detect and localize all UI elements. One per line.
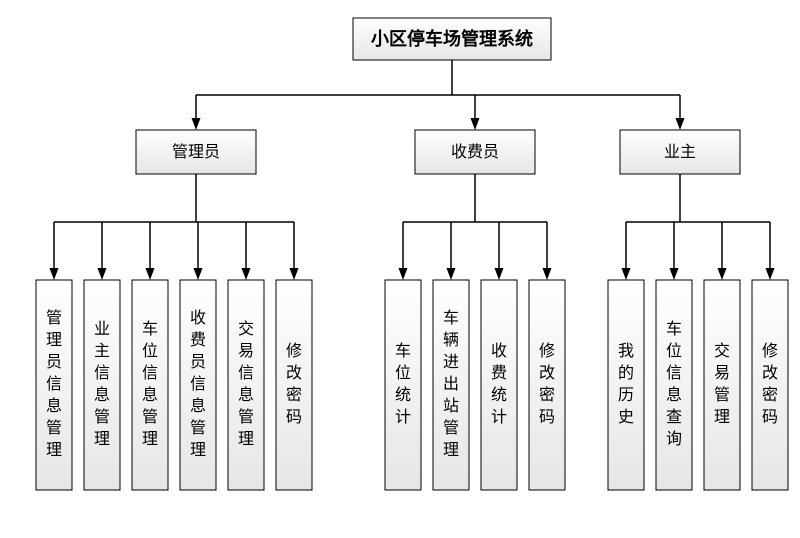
- leaf-toll-3: [529, 280, 565, 490]
- leaf-admin-3-char-6: 理: [190, 442, 206, 459]
- leaf-toll-1-char-4: 站: [443, 397, 459, 415]
- leaf-owner-1-char-5: 询: [666, 430, 682, 448]
- leaf-owner-1-char-4: 查: [666, 408, 682, 426]
- leaf-toll-0-char-2: 统: [395, 386, 411, 404]
- leaf-admin-1-char-1: 主: [94, 342, 110, 360]
- leaf-admin-0-char-0: 管: [46, 309, 62, 327]
- leaf-toll-3-char-0: 修: [539, 342, 555, 360]
- level2-owner-label: 业主: [664, 143, 696, 161]
- leaf-toll-0-char-3: 计: [395, 408, 411, 426]
- leaf-admin-5: [276, 280, 312, 490]
- leaf-admin-1: [84, 280, 120, 490]
- leaf-admin-4-char-1: 易: [238, 343, 254, 360]
- leaf-admin-2-char-3: 息: [142, 386, 158, 404]
- leaf-toll-2-char-3: 计: [491, 408, 507, 426]
- leaf-admin-1-char-4: 管: [94, 408, 110, 426]
- leaf-admin-1-char-5: 理: [94, 431, 110, 448]
- leaf-toll-3-char-2: 密: [539, 386, 555, 404]
- leaf-admin-0-char-6: 理: [46, 442, 62, 459]
- leaf-admin-3-char-1: 费: [190, 331, 206, 349]
- leaf-toll-3-char-3: 码: [539, 408, 555, 426]
- leaf-owner-3-char-2: 密: [762, 386, 778, 404]
- leaf-owner-2: [704, 280, 740, 490]
- leaf-toll-1-char-5: 管: [443, 419, 459, 437]
- leaf-admin-4-char-4: 管: [238, 408, 254, 426]
- leaf-toll-1-char-3: 出: [443, 375, 459, 393]
- leaf-toll-0: [385, 280, 421, 490]
- leaf-admin-3-char-5: 管: [190, 419, 206, 437]
- leaf-admin-0-char-5: 管: [46, 419, 62, 437]
- leaf-toll-1-char-6: 理: [443, 442, 459, 459]
- leaf-admin-3-char-0: 收: [190, 309, 206, 327]
- leaf-owner-0-char-0: 我: [618, 342, 634, 360]
- leaf-admin-5-char-0: 修: [286, 342, 302, 360]
- leaf-owner-1-char-0: 车: [666, 320, 682, 338]
- leaf-owner-1: [656, 280, 692, 490]
- leaf-toll-2-char-0: 收: [491, 342, 507, 360]
- leaf-admin-5-char-2: 密: [286, 386, 302, 404]
- leaf-owner-3-char-0: 修: [762, 342, 778, 360]
- leaf-owner-2-char-2: 管: [714, 386, 730, 404]
- leaf-toll-2: [481, 280, 517, 490]
- leaf-toll-1-char-0: 车: [443, 309, 459, 327]
- leaf-admin-0-char-4: 息: [46, 397, 62, 415]
- leaf-owner-1-char-1: 位: [666, 342, 682, 360]
- leaf-owner-3: [752, 280, 788, 490]
- leaf-toll-0-char-1: 位: [395, 364, 411, 382]
- leaf-owner-0-char-2: 历: [618, 387, 634, 404]
- leaf-admin-1-char-2: 信: [94, 364, 110, 382]
- leaf-admin-4-char-5: 理: [238, 431, 254, 448]
- leaf-admin-3-char-2: 员: [190, 353, 206, 371]
- leaf-admin-4-char-0: 交: [238, 320, 254, 338]
- leaf-toll-2-char-2: 统: [491, 386, 507, 404]
- leaf-admin-4: [228, 280, 264, 490]
- leaf-admin-2: [132, 280, 168, 490]
- leaf-admin-0-char-2: 员: [46, 353, 62, 371]
- leaf-toll-1-char-2: 进: [443, 353, 459, 371]
- org-tree-diagram: 小区停车场管理系统管理员收费员业主管理员信息管理业主信息管理车位信息管理收费员信…: [0, 0, 800, 538]
- leaf-toll-3-char-1: 改: [539, 364, 555, 382]
- leaf-owner-0-char-3: 史: [618, 408, 634, 426]
- leaf-admin-2-char-2: 信: [142, 364, 158, 382]
- leaf-admin-2-char-1: 位: [142, 342, 158, 360]
- leaf-owner-1-char-3: 息: [666, 386, 682, 404]
- level2-toll-label: 收费员: [451, 143, 499, 161]
- leaf-toll-2-char-1: 费: [491, 364, 507, 382]
- leaf-owner-0-char-1: 的: [618, 364, 634, 382]
- root-node-label: 小区停车场管理系统: [371, 28, 533, 49]
- leaf-owner-3-char-3: 码: [762, 408, 778, 426]
- leaf-admin-5-char-1: 改: [286, 364, 302, 382]
- leaf-admin-4-char-3: 息: [238, 386, 254, 404]
- leaf-toll-0-char-0: 车: [395, 342, 411, 360]
- leaf-admin-3-char-3: 信: [190, 375, 206, 393]
- leaf-owner-3-char-1: 改: [762, 364, 778, 382]
- leaf-admin-0-char-3: 信: [46, 375, 62, 393]
- leaf-owner-2-char-1: 易: [714, 365, 730, 382]
- leaf-admin-2-char-4: 管: [142, 408, 158, 426]
- leaf-admin-3-char-4: 息: [190, 397, 206, 415]
- leaf-owner-0: [608, 280, 644, 490]
- leaf-owner-1-char-2: 信: [666, 364, 682, 382]
- leaf-admin-2-char-5: 理: [142, 431, 158, 448]
- leaf-admin-1-char-3: 息: [94, 386, 110, 404]
- leaf-admin-0-char-1: 理: [46, 332, 62, 349]
- leaf-admin-4-char-2: 信: [238, 364, 254, 382]
- leaf-admin-5-char-3: 码: [286, 408, 302, 426]
- leaf-admin-2-char-0: 车: [142, 320, 158, 338]
- leaf-owner-2-char-3: 理: [714, 409, 730, 426]
- level2-admin-label: 管理员: [172, 143, 220, 161]
- leaf-admin-1-char-0: 业: [94, 320, 110, 338]
- leaf-owner-2-char-0: 交: [714, 342, 730, 360]
- leaf-toll-1-char-1: 辆: [443, 331, 459, 349]
